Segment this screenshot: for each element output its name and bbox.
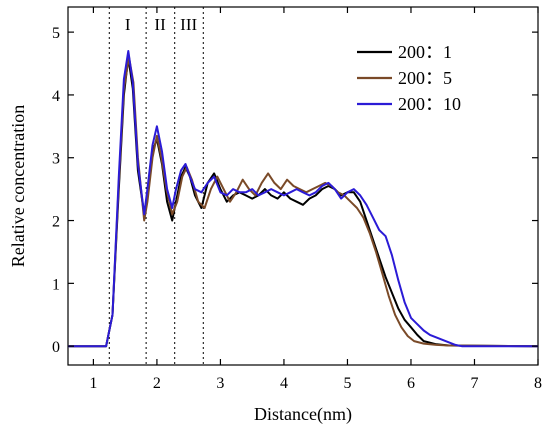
- x-tick-label: 2: [153, 375, 161, 392]
- y-axis-label: Relative concentration: [8, 105, 28, 267]
- x-tick-label: 5: [343, 375, 351, 392]
- x-tick-label: 4: [280, 375, 288, 392]
- series-line-2: [68, 56, 539, 348]
- series-lines: [68, 50, 539, 348]
- region-label-2: II: [154, 15, 166, 34]
- series-line-3: [68, 50, 538, 348]
- x-tick-label: 6: [407, 375, 415, 392]
- region-label-3: III: [180, 15, 197, 34]
- legend: 200：1 200：5 200：10: [357, 42, 461, 114]
- region-lines: I II III: [108, 7, 204, 365]
- legend-label-1: 200：1: [398, 42, 452, 62]
- x-tick-label: 8: [534, 375, 542, 392]
- axis-ticks: 1 2 3 4 5 6 7 8 0 1 2 3 4 5: [52, 7, 542, 392]
- plot-frame: [67, 6, 539, 366]
- legend-label-2: 200：5: [398, 68, 452, 88]
- y-tick-label: 3: [52, 151, 60, 168]
- y-tick-label: 4: [52, 88, 60, 105]
- x-tick-label: 7: [470, 375, 478, 392]
- y-tick-label: 2: [52, 214, 60, 231]
- y-tick-label: 1: [52, 276, 60, 293]
- y-tick-label: 5: [52, 25, 60, 42]
- series-line-1: [68, 56, 539, 348]
- y-tick-label: 0: [52, 339, 60, 356]
- x-tick-label: 1: [89, 375, 97, 392]
- region-label-1: I: [125, 15, 131, 34]
- legend-label-3: 200：10: [398, 94, 461, 114]
- x-axis-label: Distance(nm): [254, 404, 352, 425]
- x-tick-label: 3: [216, 375, 224, 392]
